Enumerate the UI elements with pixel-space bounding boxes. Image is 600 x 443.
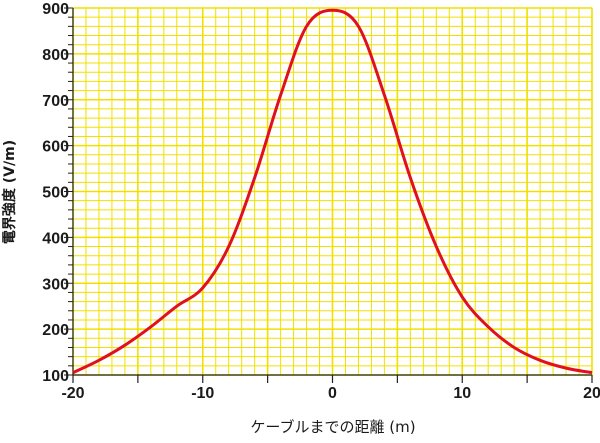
- axes: [64, 7, 593, 383]
- x-tick-label: 10: [453, 385, 471, 402]
- y-tick-label: 700: [42, 93, 69, 110]
- y-axis-label: 電界強度 (V/m): [1, 140, 18, 244]
- y-tick-label: 100: [42, 368, 69, 385]
- y-tick-label: 200: [42, 322, 69, 339]
- x-tick-label: -10: [191, 385, 214, 402]
- y-tick-label: 300: [42, 276, 69, 293]
- x-tick-label: 0: [328, 385, 337, 402]
- y-tick-label: 500: [42, 185, 69, 202]
- y-tick-label: 400: [42, 230, 69, 247]
- grid: [72, 7, 593, 376]
- y-tick-label: 900: [42, 1, 69, 18]
- tick-labels: 100 200 300 400 500 600 700 800 900 -20 -10 0 10 20: [42, 1, 600, 402]
- plot-area: [72, 8, 593, 375]
- series-line: [72, 8, 593, 375]
- y-tick-label: 600: [42, 139, 69, 156]
- y-tick-label: 800: [42, 47, 69, 64]
- x-axis-label: ケーブルまでの距離 (m): [250, 418, 415, 436]
- x-tick-label: -20: [61, 385, 84, 402]
- x-tick-label: 20: [583, 385, 600, 402]
